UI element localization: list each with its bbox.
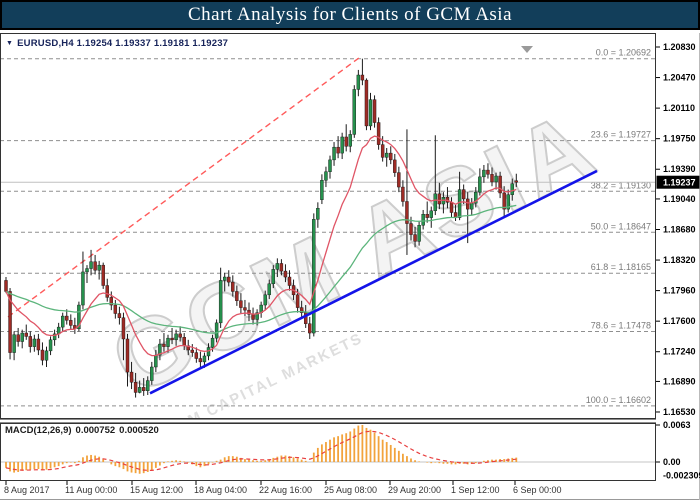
- date-label: 25 Aug 08:00: [324, 485, 377, 495]
- date-label: 6 Sep 00:00: [513, 485, 562, 495]
- svg-text:1.19390: 1.19390: [663, 164, 696, 174]
- date-label: 22 Aug 16:00: [259, 485, 312, 495]
- svg-text:1.19750: 1.19750: [663, 134, 696, 144]
- macd-axis[interactable]: [656, 424, 660, 463]
- ma-fast-red: [5, 135, 517, 357]
- chart-window: GCM ASIA © GCM CAPITAL MARKETS 0.0 = 1.2…: [0, 33, 700, 500]
- macd-indicator-name: MACD(12,26,9): [5, 425, 72, 436]
- title-bar: Chart Analysis for Clients of GCM Asia: [0, 0, 700, 30]
- macd-panel[interactable]: [0, 425, 656, 474]
- page-title: Chart Analysis for Clients of GCM Asia: [187, 4, 513, 25]
- fib-label: 50.0 = 1.18647: [591, 221, 651, 231]
- svg-text:1.18680: 1.18680: [663, 224, 696, 234]
- chart-canvas[interactable]: 0.0 = 1.20692 23.6 = 1.19727 38.2 = 1.1913…: [0, 33, 700, 500]
- svg-text:1.20830: 1.20830: [663, 42, 696, 52]
- svg-text:1.19237: 1.19237: [663, 178, 696, 188]
- svg-text:1.17240: 1.17240: [663, 347, 696, 357]
- date-label: 29 Aug 20:00: [388, 485, 441, 495]
- date-label: 1 Sep 12:00: [451, 485, 500, 495]
- symbol-dropdown-icon[interactable]: ▼: [6, 40, 14, 47]
- macd-main-value: 0.000752: [75, 425, 116, 436]
- ohlc-text: EURUSD,H4 1.19254 1.19337 1.19181 1.1923…: [17, 38, 229, 49]
- svg-text:1.20470: 1.20470: [663, 73, 696, 83]
- candles[interactable]: [4, 58, 518, 398]
- fibonacci-levels: [0, 58, 656, 407]
- trendline-blue-support[interactable]: [149, 169, 598, 395]
- chart-shift-triangle-icon[interactable]: [521, 46, 533, 53]
- date-label: 18 Aug 04:00: [194, 485, 247, 495]
- fib-label: 78.6 = 1.17478: [591, 321, 651, 331]
- price-axis[interactable]: [656, 46, 700, 413]
- svg-text:1.17600: 1.17600: [663, 316, 696, 326]
- svg-text:1.20110: 1.20110: [663, 103, 695, 113]
- fib-label: 100.0 = 1.16602: [586, 395, 651, 405]
- svg-text:1.17960: 1.17960: [663, 286, 696, 296]
- svg-text:1.19040: 1.19040: [663, 194, 696, 204]
- macd-label: MACD(12,26,9) 0.000752 0.000520: [5, 425, 163, 436]
- date-label: 8 Aug 2017: [4, 485, 50, 495]
- current-price-badge: [656, 175, 700, 189]
- svg-text:0.0063: 0.0063: [663, 420, 691, 430]
- date-label: 11 Aug 00:00: [65, 485, 117, 495]
- date-label: 15 Aug 12:00: [130, 485, 183, 495]
- svg-text:0.00: 0.00: [663, 457, 681, 467]
- fib-label: 38.2 = 1.19130: [591, 180, 651, 190]
- fib-label: 61.8 = 1.18165: [591, 262, 651, 272]
- chart-ohlc-header: ▼ EURUSD,H4 1.19254 1.19337 1.19181 1.192…: [6, 38, 228, 49]
- svg-text:-0.002309: -0.002309: [663, 471, 700, 481]
- fib-label: 0.0 = 1.20692: [596, 48, 651, 58]
- fib-label: 23.6 = 1.19727: [591, 130, 651, 140]
- time-axis[interactable]: [5, 481, 516, 485]
- svg-text:1.16890: 1.16890: [663, 376, 696, 386]
- macd-signal-value: 0.000520: [119, 425, 159, 436]
- trendline-red-dashed[interactable]: [7, 56, 361, 318]
- svg-text:1.18320: 1.18320: [663, 255, 696, 265]
- svg-text:1.16530: 1.16530: [663, 407, 696, 417]
- ma-slow-green: [5, 204, 517, 334]
